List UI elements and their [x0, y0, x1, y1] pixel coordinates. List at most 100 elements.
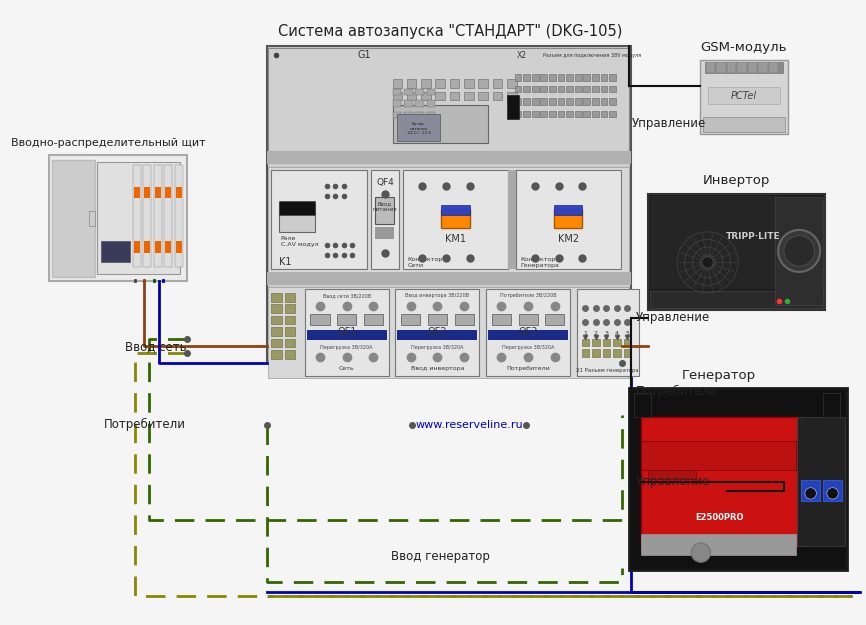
- Bar: [508, 170, 515, 269]
- Bar: [532, 74, 539, 81]
- Bar: [396, 289, 480, 376]
- Bar: [392, 111, 401, 118]
- Bar: [464, 79, 474, 88]
- Bar: [592, 339, 599, 346]
- Bar: [421, 91, 430, 100]
- Bar: [549, 86, 556, 92]
- Text: Потребители 3В/220В: Потребители 3В/220В: [500, 293, 556, 298]
- Bar: [271, 304, 281, 313]
- Text: Система автозапуска "СТАНДАРТ" (DKG-105): Система автозапуска "СТАНДАРТ" (DKG-105): [278, 24, 622, 39]
- Bar: [532, 111, 539, 118]
- Bar: [540, 74, 547, 81]
- Circle shape: [805, 488, 817, 499]
- Bar: [436, 79, 445, 88]
- Bar: [155, 241, 160, 253]
- Bar: [601, 86, 607, 92]
- Bar: [271, 170, 366, 269]
- Bar: [641, 534, 797, 556]
- Bar: [549, 98, 556, 105]
- Bar: [507, 91, 517, 100]
- Bar: [770, 63, 777, 72]
- Bar: [285, 350, 295, 359]
- Bar: [558, 86, 565, 92]
- Text: QF3: QF3: [519, 327, 538, 337]
- Bar: [48, 156, 187, 281]
- Bar: [268, 167, 630, 272]
- Text: www.reserveline.ru: www.reserveline.ru: [415, 419, 523, 429]
- Bar: [566, 98, 573, 105]
- Bar: [624, 349, 631, 357]
- Bar: [798, 417, 845, 546]
- Text: 1: 1: [584, 331, 587, 336]
- Bar: [441, 209, 470, 228]
- Text: GSM-модуль: GSM-модуль: [701, 41, 787, 54]
- Bar: [132, 165, 140, 267]
- Bar: [268, 288, 630, 378]
- Bar: [155, 187, 160, 198]
- Bar: [279, 201, 315, 214]
- Bar: [603, 349, 611, 357]
- Bar: [558, 111, 565, 118]
- Bar: [738, 63, 746, 72]
- Bar: [575, 86, 582, 92]
- Bar: [634, 393, 651, 417]
- Bar: [52, 160, 94, 277]
- Text: Потребители: Потребители: [636, 385, 718, 398]
- Bar: [165, 241, 171, 253]
- Text: Ввод сети 3В/220В: Ввод сети 3В/220В: [322, 293, 371, 298]
- Bar: [558, 74, 565, 81]
- Bar: [514, 111, 521, 118]
- Bar: [175, 165, 183, 267]
- Bar: [603, 339, 611, 346]
- Text: Управление: Управление: [636, 476, 710, 489]
- Bar: [416, 89, 424, 96]
- Bar: [601, 111, 607, 118]
- Bar: [609, 111, 616, 118]
- Text: Контактор
Сети: Контактор Сети: [408, 257, 443, 268]
- Bar: [540, 98, 547, 105]
- Bar: [416, 100, 424, 107]
- Bar: [823, 393, 840, 417]
- Bar: [649, 194, 825, 310]
- Text: Ввод инвертора: Ввод инвертора: [410, 366, 464, 371]
- Bar: [823, 480, 842, 501]
- Bar: [404, 111, 412, 118]
- Circle shape: [701, 257, 714, 268]
- Text: 5: 5: [625, 331, 630, 336]
- Bar: [307, 330, 387, 340]
- Bar: [584, 98, 590, 105]
- Bar: [416, 111, 424, 118]
- Bar: [705, 62, 783, 73]
- Bar: [305, 289, 389, 376]
- Bar: [582, 339, 589, 346]
- Bar: [397, 114, 440, 141]
- Bar: [523, 98, 530, 105]
- Bar: [584, 111, 590, 118]
- Bar: [717, 63, 725, 72]
- Bar: [584, 74, 590, 81]
- Text: 4: 4: [615, 331, 619, 336]
- Bar: [514, 98, 521, 105]
- Bar: [285, 304, 295, 313]
- Bar: [493, 91, 502, 100]
- Bar: [145, 187, 150, 198]
- Text: Управление: Управление: [636, 311, 710, 324]
- Bar: [515, 170, 621, 269]
- Text: TRIPP·LITE: TRIPP·LITE: [726, 232, 780, 241]
- Bar: [592, 86, 598, 92]
- Bar: [271, 316, 281, 324]
- Bar: [650, 291, 823, 308]
- Bar: [613, 339, 621, 346]
- Bar: [507, 79, 517, 88]
- Text: Ввод генератор: Ввод генератор: [391, 550, 489, 563]
- Bar: [97, 162, 179, 274]
- Bar: [267, 46, 631, 361]
- Bar: [624, 339, 631, 346]
- Bar: [609, 74, 616, 81]
- Bar: [549, 74, 556, 81]
- Bar: [703, 118, 785, 132]
- Text: Ввод
питания: Ввод питания: [372, 202, 397, 212]
- Bar: [523, 74, 530, 81]
- Text: Инвертор: Инвертор: [703, 174, 771, 187]
- Bar: [478, 79, 488, 88]
